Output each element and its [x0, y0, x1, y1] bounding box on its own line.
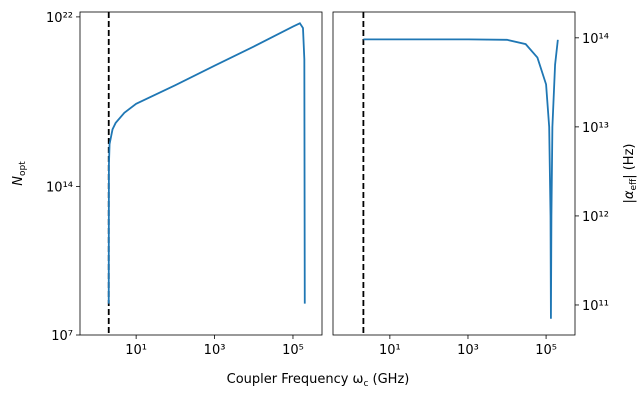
plot-frame — [332, 11, 576, 336]
y-tick-label: 10¹³ — [582, 121, 609, 136]
y-tick-label: 10¹² — [582, 210, 609, 225]
y-axis-label-text: N — [11, 176, 26, 186]
x-tick-label: 10³ — [204, 343, 226, 358]
plot-frame — [79, 11, 323, 336]
y-axis-label-sub: eff — [629, 178, 639, 191]
y-tick-label: 10¹⁴ — [46, 181, 73, 196]
x-tick-label: 10¹ — [379, 343, 401, 358]
data-line — [107, 22, 306, 304]
data-line — [363, 38, 559, 319]
x-tick-label: 10³ — [457, 343, 479, 358]
y-axis-label-sub: opt — [18, 161, 28, 176]
y-axis-label: Nopt — [11, 161, 28, 186]
y-axis-label: |αeff| (Hz) — [622, 144, 639, 204]
y-tick-label: 10¹¹ — [582, 299, 609, 314]
x-axis-label: Coupler Frequency ωc (GHz) — [227, 372, 410, 389]
x-tick-label: 10⁵ — [282, 343, 304, 358]
y-tick-label: 10²² — [46, 11, 73, 26]
x-tick-label: 10⁵ — [535, 343, 557, 358]
y-axis-label-after: | (Hz) — [622, 144, 637, 179]
x-tick-label: 10¹ — [125, 343, 147, 358]
y-tick-label: 10¹⁴ — [582, 32, 609, 47]
y-axis-label-text: |α — [622, 190, 637, 203]
y-tick-label: 10⁷ — [51, 329, 73, 344]
